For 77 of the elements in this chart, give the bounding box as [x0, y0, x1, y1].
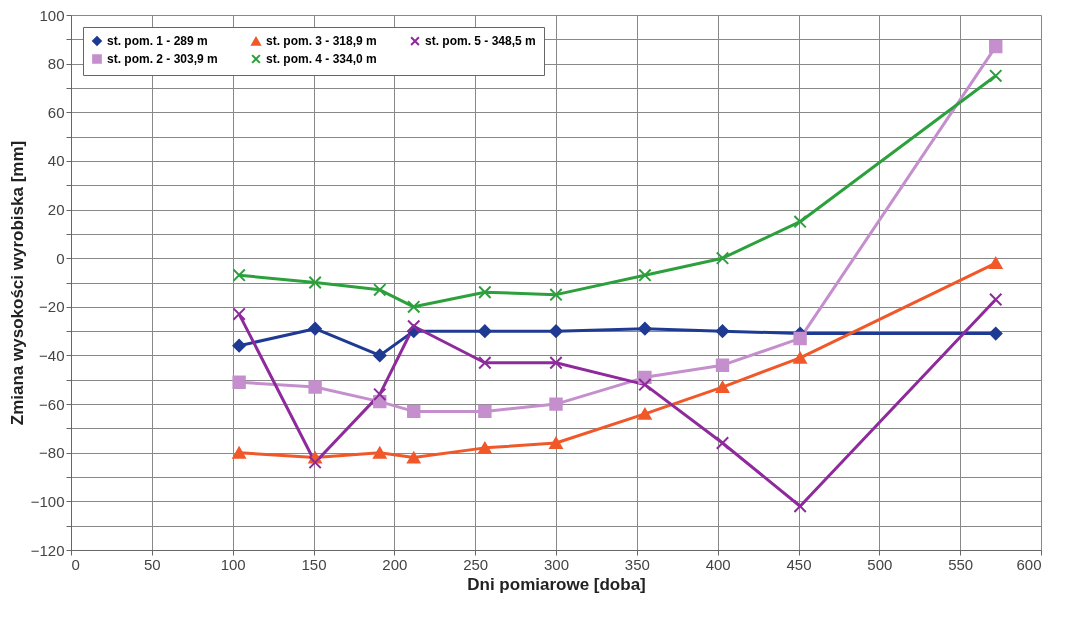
point — [478, 441, 492, 454]
point — [549, 437, 563, 449]
point — [989, 292, 1003, 307]
point — [373, 348, 387, 363]
legend-label: st. pom. 4 - 334,0 m — [266, 52, 377, 66]
y-tick-label: 40 — [47, 152, 65, 170]
x-tick-label: 600 — [1016, 555, 1042, 573]
point — [308, 322, 322, 336]
point — [478, 324, 492, 338]
point — [715, 381, 730, 394]
point — [308, 455, 322, 470]
point — [715, 436, 730, 450]
y-tick-label: 100 — [39, 6, 65, 24]
x-tick-label: 0 — [71, 555, 80, 573]
point — [793, 215, 807, 229]
x-tick-label: 50 — [143, 555, 161, 573]
x-tick-label: 250 — [463, 555, 489, 573]
point — [638, 377, 652, 392]
y-tick-label: 0 — [56, 249, 65, 267]
point — [989, 326, 1003, 341]
point — [638, 407, 652, 420]
point — [373, 283, 387, 297]
legend-label: st. pom. 3 - 318,9 m — [266, 34, 377, 49]
y-axis-title: Zmiana wysokości wyrobiska [mm] — [7, 140, 27, 426]
x-axis-title: Dni pomiarowe [doba] — [467, 574, 646, 594]
y-tick-label: 60 — [47, 103, 65, 121]
point — [989, 69, 1003, 83]
y-tick-label: −100 — [30, 492, 65, 510]
point — [232, 307, 246, 321]
x-tick-label: 100 — [220, 555, 246, 573]
y-tick-label: −120 — [30, 541, 65, 559]
point — [308, 275, 322, 290]
legend-label: st. pom. 1 - 289 m — [107, 34, 208, 49]
point — [549, 287, 563, 302]
point — [638, 268, 652, 282]
point — [989, 39, 1003, 54]
y-tick-label: −60 — [39, 395, 65, 413]
point — [232, 268, 246, 282]
x-tick-label: 200 — [382, 555, 408, 573]
point — [478, 285, 492, 299]
x-tick-label: 450 — [786, 555, 812, 573]
point — [549, 397, 563, 411]
x-tick-label: 500 — [867, 555, 893, 573]
legend-label: st. pom. 2 - 303,9 m — [107, 52, 218, 66]
point — [715, 251, 730, 265]
point — [308, 380, 322, 394]
point — [478, 356, 492, 370]
point — [793, 499, 807, 513]
y-tick-label: 80 — [47, 55, 65, 73]
legend-label: st. pom. 5 - 348,5 m — [425, 34, 536, 49]
point — [989, 257, 1003, 269]
point — [407, 300, 421, 314]
x-tick-label: 550 — [948, 555, 974, 573]
point — [549, 356, 563, 370]
x-tick-label: 400 — [705, 555, 731, 573]
x-tick-label: 350 — [624, 555, 650, 573]
point — [407, 319, 421, 333]
point — [232, 339, 246, 353]
x-tick-label: 300 — [543, 555, 570, 573]
y-tick-label: −80 — [39, 444, 65, 462]
point — [373, 387, 387, 402]
point — [715, 358, 730, 372]
y-tick-label: 20 — [47, 201, 65, 219]
y-tick-label: −20 — [39, 298, 65, 316]
point — [715, 324, 730, 338]
point — [549, 324, 563, 338]
point — [638, 322, 652, 336]
point — [232, 375, 246, 389]
point — [373, 446, 387, 459]
y-tick-label: −40 — [39, 346, 65, 364]
point — [478, 404, 492, 419]
point — [793, 331, 807, 346]
point — [793, 351, 807, 364]
x-tick-label: 150 — [301, 555, 327, 573]
point — [407, 404, 421, 419]
point — [232, 446, 246, 459]
point — [407, 451, 421, 464]
